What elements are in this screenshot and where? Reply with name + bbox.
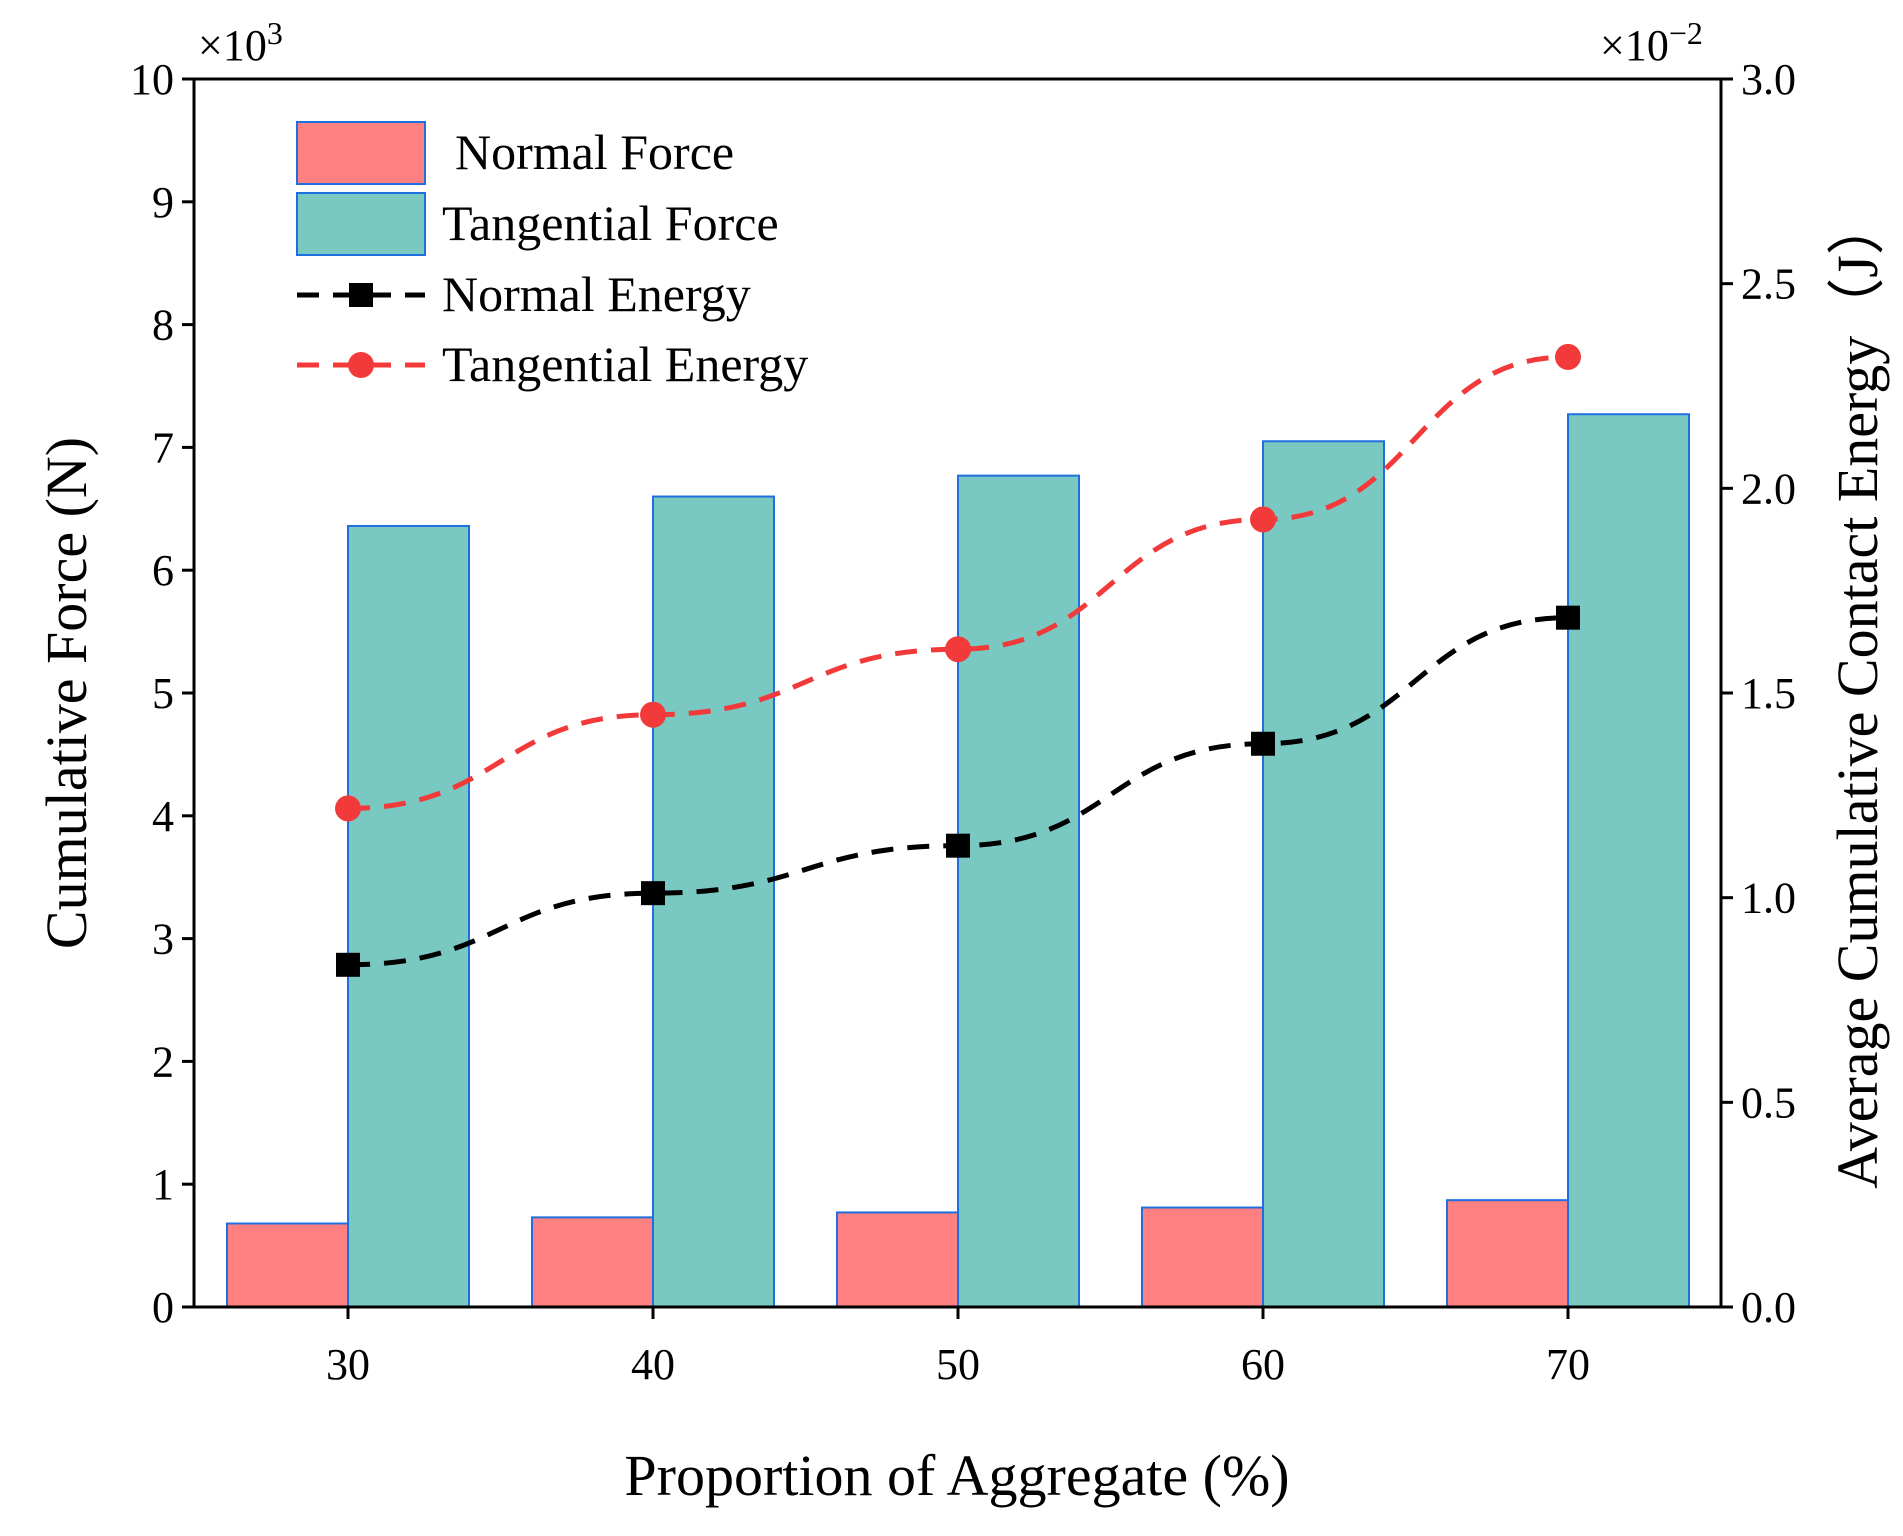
legend-swatch-normal-force xyxy=(296,121,426,185)
marker-tangential-energy xyxy=(1250,506,1276,533)
marker-tangential-energy xyxy=(1555,343,1581,370)
lines-layer xyxy=(335,343,1581,977)
bars-layer xyxy=(226,413,1690,1309)
y2-tick-label: 2.0 xyxy=(1741,464,1796,513)
marker-normal-energy xyxy=(1251,731,1275,756)
legend-marker-normal-energy xyxy=(349,283,373,307)
legend-label-normal-energy: Normal Energy xyxy=(442,266,751,322)
y2-tick-label: 0.0 xyxy=(1741,1283,1796,1332)
axes-layer: 0 1 2 3 4 5 6 7 8 9 10 0.0 0.5 1.0 1.5 2.0 2.5 3.0 30 40 50 6… xyxy=(130,55,1796,1389)
legend-marker-tangential-energy xyxy=(348,352,374,378)
y-tick-label: 0 xyxy=(152,1283,174,1332)
y2-tick-label: 2.5 xyxy=(1741,260,1796,309)
marker-normal-energy xyxy=(336,952,360,977)
x-tick-label: 70 xyxy=(1546,1340,1590,1389)
legend: Normal Force Tangential Force Normal Energ… xyxy=(296,121,808,392)
y-tick-label: 9 xyxy=(152,178,174,227)
y2-tick-label: 1.0 xyxy=(1741,874,1796,923)
y-tick-label: 3 xyxy=(152,915,174,964)
x-tick-label: 60 xyxy=(1241,1340,1285,1389)
y2-tick-label: 3.0 xyxy=(1741,55,1796,104)
legend-label-normal-force: Normal Force xyxy=(455,124,734,180)
bar-tangential-force xyxy=(1262,440,1385,1308)
legend-label-tangential-energy: Tangential Energy xyxy=(442,336,808,392)
legend-swatch-tangential-force xyxy=(296,192,426,256)
y2-tick-label: 0.5 xyxy=(1741,1078,1796,1127)
marker-normal-energy xyxy=(946,833,970,858)
x-tick-label: 50 xyxy=(936,1340,980,1389)
marker-tangential-energy xyxy=(640,701,666,728)
marker-normal-energy xyxy=(641,881,665,906)
bar-normal-force xyxy=(1141,1206,1264,1308)
bar-tangential-force xyxy=(957,474,1080,1309)
y-axis-title: Cumulative Force (N) xyxy=(34,437,99,949)
bar-tangential-force xyxy=(347,524,470,1308)
marker-tangential-energy xyxy=(335,795,361,822)
y-tick-label: 5 xyxy=(152,669,174,718)
marker-tangential-energy xyxy=(945,636,971,663)
y-tick-label: 6 xyxy=(152,546,174,595)
bar-normal-force xyxy=(1446,1199,1569,1308)
y-tick-label: 7 xyxy=(152,423,174,472)
marker-normal-energy xyxy=(1556,605,1580,630)
y-multiplier: ×103 xyxy=(198,15,283,70)
y-tick-label: 8 xyxy=(152,301,174,350)
bar-normal-force xyxy=(836,1211,959,1308)
legend-label-tangential-force: Tangential Force xyxy=(442,195,779,251)
bar-tangential-force xyxy=(652,495,775,1308)
y-tick-label: 10 xyxy=(130,55,174,104)
y2-axis-title: Average Cumulative Contact Energy（J） xyxy=(1825,197,1890,1189)
bar-tangential-force xyxy=(1567,413,1690,1308)
y2-tick-label: 1.5 xyxy=(1741,669,1796,718)
y-tick-label: 2 xyxy=(152,1037,174,1086)
y-tick-label: 1 xyxy=(152,1160,174,1209)
bar-normal-force xyxy=(226,1222,349,1308)
bar-normal-force xyxy=(531,1216,654,1308)
y2-multiplier: ×10−2 xyxy=(1600,15,1703,70)
x-axis-title: Proportion of Aggregate (%) xyxy=(624,1443,1289,1508)
y-tick-label: 4 xyxy=(152,792,174,841)
x-tick-label: 30 xyxy=(326,1340,370,1389)
x-tick-label: 40 xyxy=(631,1340,675,1389)
